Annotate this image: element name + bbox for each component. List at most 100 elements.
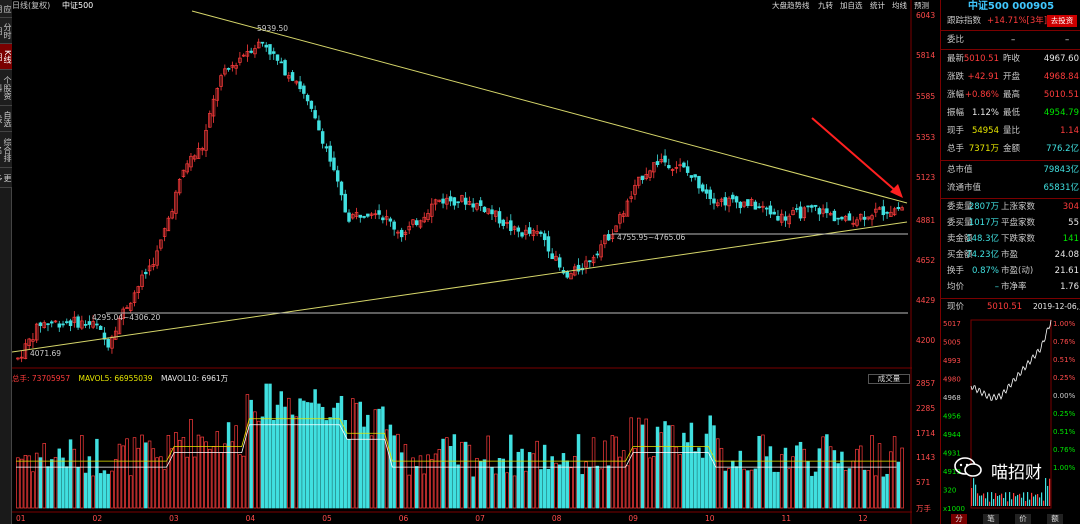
candle: [332, 157, 336, 171]
volume-bar: [170, 448, 174, 509]
candle: [215, 88, 220, 101]
left-tab-1[interactable]: 应用: [0, 0, 12, 18]
mini-volume-bar: [983, 493, 985, 506]
candle: [136, 286, 141, 294]
tool-4[interactable]: 统计: [870, 1, 885, 10]
candle: [753, 201, 758, 210]
volume-bar: [870, 435, 874, 509]
left-tab-6[interactable]: 综合排名: [0, 132, 12, 168]
volume-bar: [862, 469, 867, 509]
candle: [38, 322, 43, 327]
period-label[interactable]: 日线(复权): [12, 1, 51, 10]
volume-bar: [678, 454, 682, 509]
breadth-value: –: [994, 282, 999, 292]
volume-bar: [23, 455, 28, 509]
tool-2[interactable]: 九转: [818, 1, 833, 10]
volume-bar: [208, 448, 212, 509]
volume-bar: [38, 457, 43, 509]
volume-bar: [241, 455, 246, 509]
volume-bar: [734, 466, 739, 509]
volume-bar: [757, 435, 761, 509]
arrow-head-icon: [890, 184, 903, 198]
candle: [588, 260, 592, 263]
candle: [810, 205, 814, 208]
tool-1[interactable]: 大盘趋势线: [772, 1, 810, 10]
mini-volume-bar: [981, 495, 983, 506]
tool-3[interactable]: 加自选: [840, 1, 863, 10]
candle: [836, 217, 840, 220]
x-tick-09: 09: [628, 514, 638, 523]
left-tab-5[interactable]: 自选股: [0, 106, 12, 132]
volume-indicator-button[interactable]: 成交量: [868, 374, 910, 384]
candle: [287, 75, 291, 79]
quote-value: 4968.84: [1043, 72, 1079, 82]
bottom-tab-3[interactable]: 价: [1015, 514, 1031, 524]
volume-bar: [185, 456, 189, 509]
invest-button[interactable]: 去投资: [1047, 15, 1077, 27]
candle: [640, 175, 645, 181]
candle: [358, 214, 363, 218]
vol-tick-1: 2857: [916, 379, 936, 388]
volume-bar: [313, 389, 317, 509]
candle: [889, 211, 893, 217]
candle: [27, 338, 31, 346]
tool-6[interactable]: 预测: [914, 1, 929, 10]
left-tab-4[interactable]: 个股资料: [0, 70, 12, 106]
price-tick-6: 4881: [916, 215, 936, 225]
left-tab-strip: 应用分时图K线图个股资料自选股综合排名更多: [0, 0, 12, 524]
bottom-tab-1[interactable]: 分: [951, 514, 967, 524]
candle: [279, 61, 284, 64]
candle: [411, 219, 415, 225]
intraday-mini-chart[interactable]: 5017 5005 4993 4980 4968 4956 4944 4931 4919 320 x…: [941, 316, 1080, 514]
volume-bar: [147, 440, 152, 509]
quote-row: 现手 54954 量比 1.14: [941, 124, 1080, 138]
volume-bar: [606, 465, 611, 509]
volume-bar: [463, 441, 468, 509]
candle: [591, 256, 596, 264]
quote-value: +0.86%: [964, 90, 999, 100]
volume-bar: [422, 473, 426, 509]
breadth-label: 换手: [947, 266, 965, 276]
candle: [302, 85, 306, 94]
breadth-value: 304: [1062, 202, 1079, 212]
track-row: 跟踪指数 +14.71%[3年] 去投资: [941, 14, 1080, 28]
quote-value: 776.2亿: [1046, 144, 1079, 154]
vol-tick-6: 万手: [916, 504, 931, 513]
volume-bar: [226, 422, 231, 509]
volume-bar: [561, 453, 566, 509]
bottom-tab-2[interactable]: 笔: [983, 514, 999, 524]
candle: [456, 201, 460, 204]
mini-volume-bar: [1047, 485, 1049, 506]
bottom-tab-4[interactable]: 额: [1047, 514, 1063, 524]
kline-chart[interactable]: 5939.50 4071.69 4755.95~4765.06 4295.04~430…: [12, 0, 912, 524]
volume-bar: [471, 476, 475, 509]
volume-bar: [802, 448, 807, 509]
candle: [734, 196, 739, 203]
volume-bar: [445, 437, 449, 509]
volume-bar: [569, 467, 573, 509]
candle: [817, 208, 822, 215]
candle: [550, 253, 554, 260]
volume-bar: [61, 457, 65, 509]
candle: [83, 324, 88, 326]
left-tab-3[interactable]: K线图: [0, 44, 12, 70]
tool-5[interactable]: 均线: [892, 1, 907, 10]
candle: [196, 148, 201, 159]
candle: [230, 64, 235, 68]
volume-bar: [621, 450, 626, 509]
volume-bar: [614, 436, 618, 509]
candle: [185, 163, 189, 173]
market-value-label: 总市值: [947, 165, 973, 175]
left-tab-2[interactable]: 分时图: [0, 18, 12, 44]
candle: [448, 196, 453, 202]
left-tab-7[interactable]: 更多: [0, 168, 12, 188]
volume-bar: [396, 433, 400, 509]
breadth-label: 上涨家数: [1001, 202, 1036, 212]
volume-bar: [192, 456, 197, 509]
volume-bar: [418, 455, 423, 509]
candle: [441, 198, 445, 204]
candle: [309, 100, 314, 109]
volume-bar: [806, 461, 810, 509]
mini-left-tick: 5005: [943, 339, 961, 347]
candle: [204, 129, 208, 151]
